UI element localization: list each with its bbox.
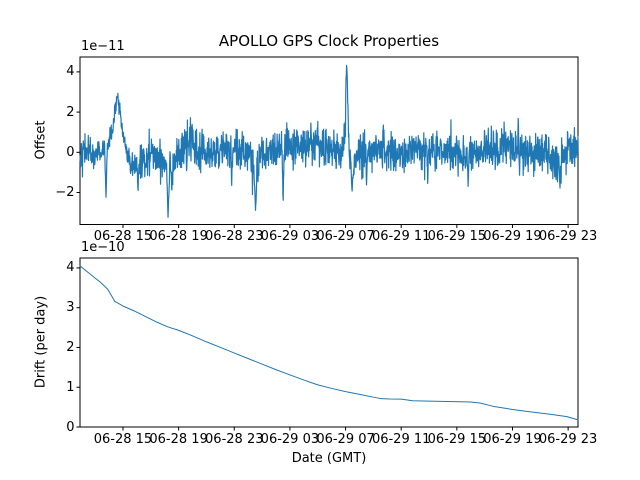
drift-axes-box xyxy=(79,257,579,428)
x-axis-label: Date (GMT) xyxy=(291,451,367,466)
offset-x-tick-label: 06-28 15 xyxy=(93,228,153,244)
offset-y-tick-label: −2 xyxy=(55,185,75,201)
offset-y-tick-label: 4 xyxy=(66,64,75,80)
drift-x-tick-label: 06-29 11 xyxy=(371,431,431,447)
offset-x-tick-label: 06-29 19 xyxy=(483,228,542,244)
drift-y-tick-label: 0 xyxy=(66,419,75,435)
drift-y-tick-label: 2 xyxy=(66,339,75,355)
drift-x-tick-label: 06-28 15 xyxy=(93,431,153,447)
offset-y-tick-label: 0 xyxy=(66,144,75,160)
offset-x-tick-label: 06-29 03 xyxy=(260,228,320,244)
drift-y-tick-label: 4 xyxy=(66,260,75,276)
drift-x-tick-label: 06-29 03 xyxy=(260,431,320,447)
chart-title: APOLLO GPS Clock Properties xyxy=(218,32,440,50)
offset-x-tick-label: 06-29 23 xyxy=(538,228,598,244)
drift-x-tick-label: 06-29 07 xyxy=(316,431,375,447)
offset-x-tick-label: 06-29 07 xyxy=(316,228,375,244)
offset-x-tick-label: 06-29 11 xyxy=(371,228,431,244)
drift-y-tick-label: 3 xyxy=(66,300,75,316)
drift-x-tick-label: 06-28 19 xyxy=(149,431,208,447)
offset-x-tick-label: 06-28 19 xyxy=(149,228,208,244)
drift-x-tick-label: 06-29 15 xyxy=(427,431,487,447)
drift-x-tick-label: 06-28 23 xyxy=(205,431,264,447)
drift-x-tick-label: 06-29 19 xyxy=(483,431,542,447)
drift-data-line xyxy=(79,265,579,421)
offset-x-tick-label: 06-29 15 xyxy=(427,228,487,244)
offset-y-tick-label: 2 xyxy=(66,104,75,120)
offset-data-line xyxy=(79,64,579,218)
offset-x-tick-label: 06-28 23 xyxy=(205,228,264,244)
drift-exponent-label: 1e−10 xyxy=(81,240,125,255)
drift-y-tick-label: 1 xyxy=(66,379,75,395)
offset-exponent-label: 1e−11 xyxy=(81,39,125,54)
drift-x-tick-label: 06-29 23 xyxy=(538,431,598,447)
